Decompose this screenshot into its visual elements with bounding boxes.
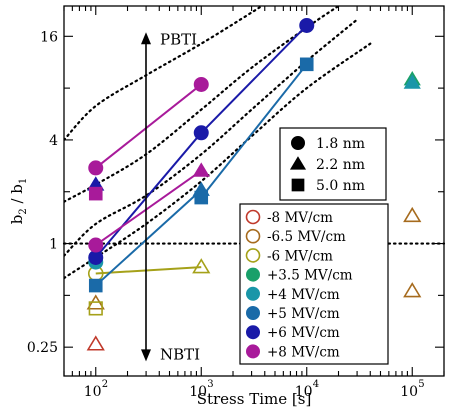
series-6-point-4	[299, 57, 314, 72]
series-3-line-1	[95, 266, 202, 275]
arrow-head-down	[141, 349, 151, 362]
y-tick-label-1: 0.25	[27, 340, 58, 356]
thickness-legend-label-2: 2.2 nm	[316, 157, 365, 173]
y-tick-label-2: 1	[49, 237, 58, 253]
field-legend-label-3: -6 MV/cm	[267, 248, 333, 264]
y-tick-label-4: 16	[40, 29, 58, 45]
thickness-legend-label-1: 1.8 nm	[316, 136, 365, 152]
series-3-point-3	[192, 258, 211, 274]
series-6-line-2	[200, 63, 308, 199]
y-axis-title-part-4: 1	[18, 178, 29, 184]
field-legend-symbol-1	[245, 209, 261, 225]
thickness-legend-symbol-3	[291, 178, 305, 192]
thickness-legend: 1.8 nm 2.2 nm 5.0 nm	[279, 127, 387, 201]
series-7-line-2	[200, 24, 308, 134]
series-1-point-1	[86, 335, 105, 351]
field-legend-symbol-4	[246, 267, 260, 282]
series-8-point-2	[88, 186, 103, 201]
series-5-point-2	[403, 74, 421, 89]
field-legend-label-4: +3.5 MV/cm	[267, 268, 353, 284]
series-7-point-4	[299, 17, 315, 33]
x-tick-exponent-4: 5	[418, 379, 424, 390]
field-legend-symbol-5	[246, 286, 260, 301]
x-tick-exponent-3: 4	[313, 379, 319, 390]
series-7-point-3	[193, 125, 209, 141]
x-tick-label-1: 10	[84, 384, 102, 400]
data-markers	[86, 17, 422, 351]
arrow-head-up	[141, 32, 151, 45]
series-6-point-3	[194, 190, 209, 205]
series-8-line-1	[95, 83, 202, 169]
thickness-legend-label-3: 5.0 nm	[316, 178, 365, 194]
field-legend-symbol-6	[246, 306, 260, 320]
series-8-point-5	[192, 162, 210, 177]
field-legend-symbol-7	[246, 325, 260, 340]
y-axis-title-part-2: 2	[18, 208, 29, 214]
series-8-line-2	[95, 169, 202, 246]
nbti-label: NBTI	[160, 345, 200, 363]
y-tick-label-3: 4	[49, 133, 58, 149]
x-tick-exponent-2: 3	[207, 379, 213, 390]
x-tick-label-4: 10	[400, 384, 418, 400]
field-legend-label-8: +8 MV/cm	[267, 344, 340, 360]
x-axis-title: Stress Time [s]	[197, 390, 312, 408]
series-8-point-1	[88, 160, 104, 176]
field-legend-symbol-3	[245, 248, 261, 263]
guide-curve-1	[64, 6, 264, 142]
series-7-point-2	[88, 249, 104, 265]
field-legend-symbol-8	[246, 344, 260, 359]
series-3-point-2	[88, 301, 103, 316]
x-tick-exponent-1: 2	[102, 379, 108, 390]
field-legend-label-7: +6 MV/cm	[267, 325, 340, 341]
series-2-point-2	[403, 282, 422, 298]
field-legend: -8 MV/cm -6.5 MV/cm -6 MV/cm +3.5 MV/cm +4 M…	[239, 203, 389, 365]
field-legend-label-5: +4 MV/cm	[267, 287, 340, 303]
x-tick-label-2: 10	[189, 384, 207, 400]
thickness-legend-symbol-1	[291, 136, 305, 150]
pbti-nbti-arrow: PBTI NBTI	[141, 30, 200, 363]
field-legend-box	[239, 203, 389, 365]
field-legend-label-2: -6.5 MV/cm	[267, 229, 346, 245]
pbti-label: PBTI	[160, 30, 197, 48]
x-tick-label-3: 10	[295, 384, 313, 400]
y-axis-title-part-3: / b	[8, 184, 26, 208]
plot-frame	[63, 5, 445, 377]
field-legend-label-6: +5 MV/cm	[267, 306, 340, 322]
series-8-point-4	[193, 76, 209, 92]
series-8-point-3	[88, 237, 104, 253]
series-6-line-1	[95, 189, 202, 287]
y-axis-title: b2 / b1	[8, 178, 29, 225]
field-legend-symbol-2	[245, 228, 261, 244]
thickness-legend-symbol-2	[289, 156, 307, 170]
field-legend-label-1: -8 MV/cm	[267, 210, 333, 226]
series-7-line-1	[94, 132, 203, 259]
extra-point-1	[403, 206, 422, 223]
series-6-point-1	[88, 278, 103, 293]
series-lines	[94, 24, 308, 287]
y-axis-title-part-1: b	[8, 215, 26, 225]
